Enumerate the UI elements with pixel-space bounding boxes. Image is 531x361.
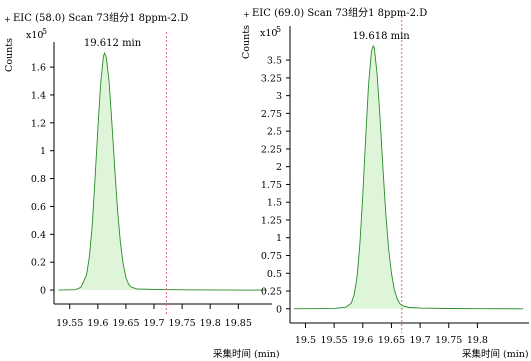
- x-tick-label: 19.7: [143, 318, 164, 329]
- chart-title: EIC (58.0) Scan 73组分1 8ppm-2.D: [13, 11, 188, 24]
- y-tick-label: 1.4: [31, 90, 46, 101]
- y-tick-label: 1.2: [31, 118, 46, 129]
- y-axis-label: Counts: [241, 25, 252, 59]
- x-axis-label: 采集时间 (min): [462, 348, 529, 360]
- y-tick-label: 0: [40, 286, 46, 297]
- y-tick-label: 1.75: [261, 180, 282, 191]
- y-multiplier-exponent: 5: [276, 25, 281, 34]
- y-tick-label: 0.75: [261, 251, 282, 262]
- peak-area-fill: [58, 53, 267, 291]
- series-line: [294, 44, 524, 310]
- x-tick-label: 19.5: [295, 335, 316, 346]
- y-tick-label: 3.5: [267, 56, 282, 67]
- y-tick-label: 0.8: [31, 174, 46, 185]
- y-tick-label: 1: [40, 146, 46, 157]
- peak-label: 19.618 min: [352, 31, 410, 42]
- chart-panel-1: + EIC (58.0) Scan 73组分1 8ppm-2.DCountsx10…: [4, 11, 280, 360]
- y-tick-label: 2.25: [261, 144, 282, 155]
- series-line: [58, 51, 267, 291]
- x-tick-label: 19.55: [56, 318, 83, 329]
- y-tick-label: 2.75: [261, 109, 282, 120]
- x-tick-label: 19.7: [410, 335, 431, 346]
- y-tick-label: 1: [276, 233, 282, 244]
- y-tick-label: 3: [276, 91, 282, 102]
- title-plus-mark: +: [243, 10, 250, 19]
- peak-label: 19.612 min: [84, 38, 142, 49]
- x-tick-label: 19.8: [200, 318, 221, 329]
- y-tick-label: 1.5: [267, 198, 282, 209]
- y-tick-label: 0.5: [267, 269, 282, 280]
- y-multiplier-base: x10: [260, 28, 277, 39]
- y-tick-label: 0.2: [31, 258, 46, 269]
- y-axis-label: Counts: [4, 38, 15, 72]
- y-tick-label: 3.25: [261, 73, 282, 84]
- x-tick-label: 19.65: [378, 335, 405, 346]
- x-tick-label: 19.85: [225, 318, 252, 329]
- y-tick-label: 2: [276, 162, 282, 173]
- chart-title: EIC (69.0) Scan 73组分1 8ppm-2.D: [252, 6, 427, 19]
- x-tick-label: 19.6: [352, 335, 373, 346]
- y-multiplier-base: x10: [26, 30, 43, 41]
- title-plus-mark: +: [4, 15, 11, 24]
- x-tick-label: 19.55: [321, 335, 348, 346]
- y-tick-label: 2.5: [267, 127, 282, 138]
- y-tick-label: 0.25: [261, 287, 282, 298]
- x-axis-label: 采集时间 (min): [213, 348, 280, 360]
- y-multiplier-exponent: 5: [42, 27, 47, 36]
- x-tick-label: 19.6: [87, 318, 108, 329]
- peak-area-fill: [294, 45, 524, 309]
- x-tick-label: 19.65: [112, 318, 139, 329]
- y-tick-label: 0: [276, 304, 282, 315]
- y-tick-label: 0.4: [31, 230, 46, 241]
- x-tick-label: 19.8: [467, 335, 488, 346]
- y-tick-label: 1.25: [261, 215, 282, 226]
- y-tick-label: 0.6: [31, 202, 46, 213]
- x-tick-label: 19.75: [169, 318, 196, 329]
- y-tick-label: 1.6: [31, 63, 46, 74]
- x-tick-label: 19.75: [435, 335, 462, 346]
